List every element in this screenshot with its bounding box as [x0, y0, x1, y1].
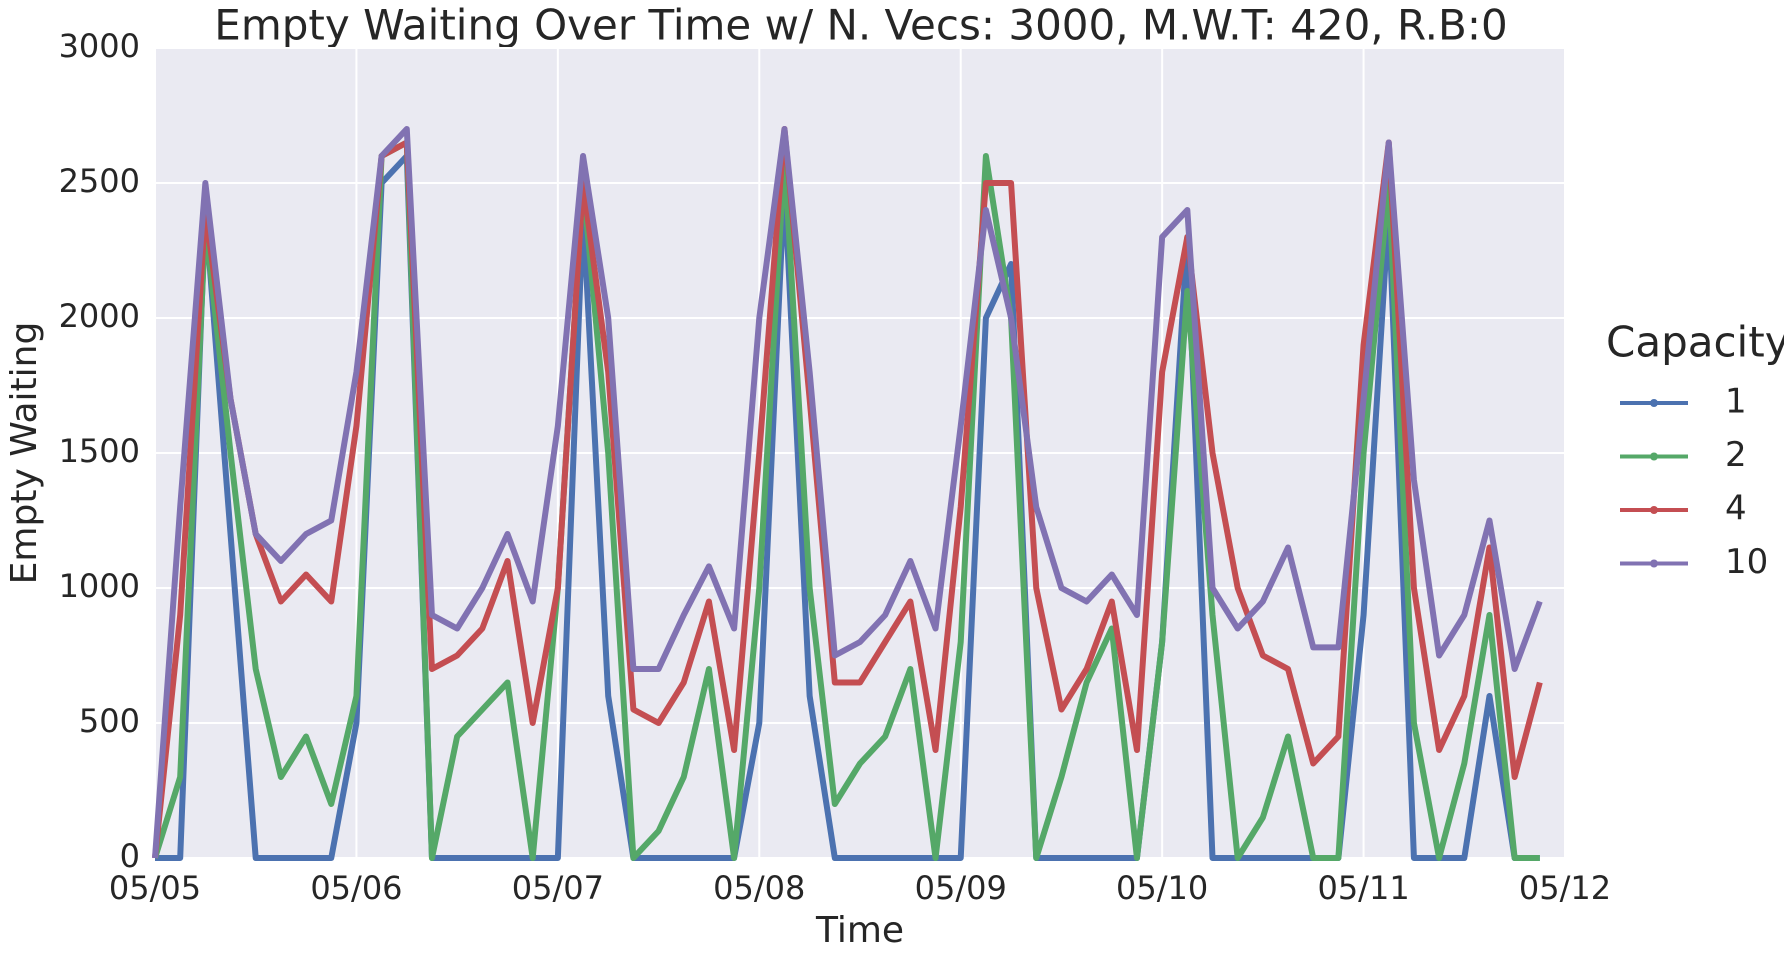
x-tick-label: 05/05 [109, 869, 201, 907]
x-tick-label: 05/09 [915, 869, 1007, 907]
x-tick-label: 05/08 [713, 869, 805, 907]
x-tick-label: 05/06 [310, 869, 402, 907]
series-line [155, 153, 1540, 861]
legend-label: 1 [1725, 382, 1747, 422]
legend-label: 10 [1725, 542, 1768, 582]
legend-marker [1650, 559, 1658, 568]
legend-marker [1650, 506, 1658, 514]
y-tick-label: 3000 [59, 27, 140, 65]
legend-label: 4 [1725, 489, 1747, 529]
x-axis-label: Time [815, 910, 904, 951]
legend-marker [1650, 399, 1658, 407]
y-tick-label: 1000 [59, 567, 140, 605]
chart-title: Empty Waiting Over Time w/ N. Vecs: 3000… [214, 1, 1507, 50]
x-tick-label: 05/12 [1519, 869, 1611, 907]
series-line [152, 126, 1543, 859]
legend-title: Capacity [1606, 318, 1784, 367]
legend-label: 2 [1725, 435, 1747, 475]
x-tick-label: 05/07 [512, 869, 604, 907]
y-tick-label: 2000 [59, 297, 140, 335]
y-tick-label: 2500 [59, 162, 140, 200]
x-tick-label: 05/11 [1317, 869, 1409, 907]
legend: 1 2 4 10 [1620, 382, 1768, 582]
y-axis-label: Empty Waiting [4, 322, 45, 585]
y-tick-label: 0 [120, 837, 140, 875]
legend-marker [1650, 452, 1658, 461]
y-tick-label: 1500 [59, 432, 140, 470]
y-tick-label: 500 [79, 702, 140, 740]
lines [152, 126, 1543, 861]
x-tick-label: 05/10 [1116, 869, 1208, 907]
